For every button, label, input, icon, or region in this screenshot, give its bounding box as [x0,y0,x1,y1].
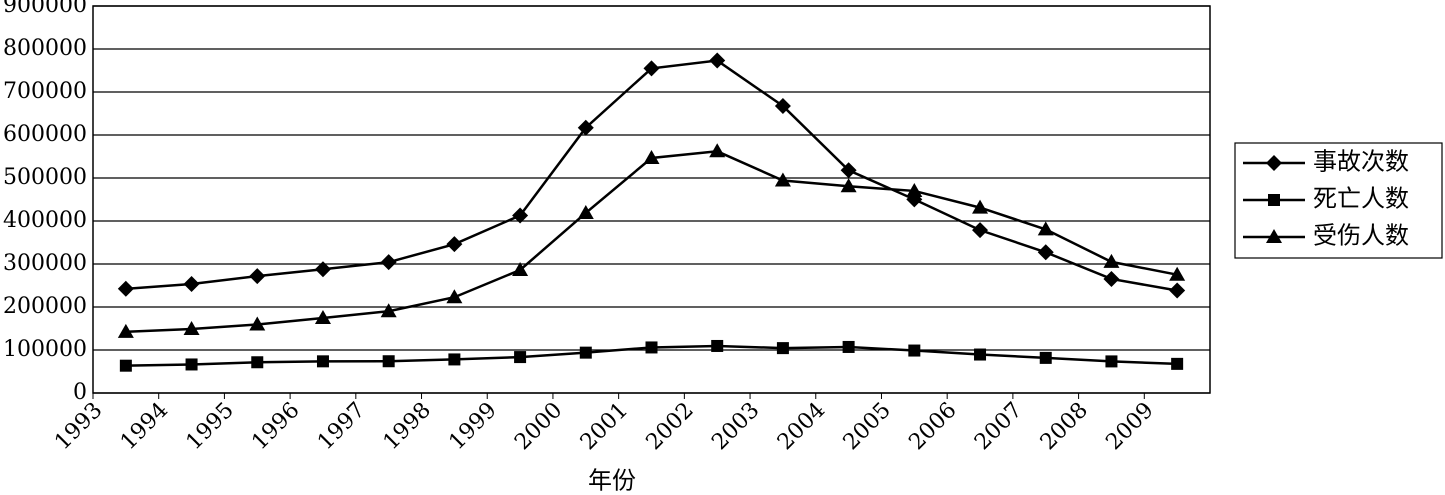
x-tick-label: 2006 [904,398,961,455]
x-tick-label: 1997 [313,398,370,455]
data-point [380,254,397,271]
x-tick-label: 1995 [182,398,239,455]
y-tick-label: 900000 [3,0,87,18]
x-tick-label: 2007 [970,398,1027,455]
legend-label: 事故次数 [1313,148,1409,176]
y-tick-label: 300000 [3,251,87,276]
data-point [316,355,329,368]
data-point [183,321,200,336]
data-point [1105,355,1118,368]
x-tick-label: 1998 [379,398,436,455]
data-point [446,236,463,253]
data-point [840,162,857,179]
data-point [249,316,266,331]
data-point [774,97,791,114]
data-point [711,339,724,352]
y-tick-label: 0 [73,380,87,405]
y-tick-label: 600000 [3,122,87,147]
data-point [840,178,857,193]
data-point [1169,282,1186,299]
data-point [577,204,594,219]
y-tick-label: 700000 [3,79,87,104]
data-point [251,356,264,369]
data-point [119,359,132,372]
data-point [1103,253,1120,268]
data-point [1037,244,1054,261]
x-tick-label: 2002 [642,398,699,455]
x-tick-label: 2008 [1036,398,1093,455]
data-point [185,358,198,371]
x-tick-label: 2003 [707,398,764,455]
x-tick-label: 2001 [576,398,633,455]
data-point [972,199,989,214]
x-tick-label: 1996 [247,398,304,455]
data-point [183,275,200,292]
data-point [1103,270,1120,287]
data-point [776,342,789,355]
data-point [117,323,134,338]
data-point [382,355,395,368]
data-point [842,340,855,353]
data-point [514,351,527,364]
x-tick-label: 2004 [773,398,830,455]
data-point [512,261,529,276]
data-point [314,261,331,278]
data-point [117,280,134,297]
data-point [906,182,923,197]
x-tick-label: 2000 [510,398,567,455]
y-tick-label: 500000 [3,165,87,190]
data-point [908,344,921,357]
y-tick-label: 400000 [3,208,87,233]
legend-marker [1266,229,1282,243]
y-tick-label: 100000 [3,337,87,362]
data-point [645,341,658,354]
data-point [774,172,791,187]
x-tick-label: 2009 [1102,398,1159,455]
data-point [709,143,726,158]
x-tick-label: 2005 [839,398,896,455]
data-point [1039,351,1052,364]
data-point [709,52,726,69]
x-tick-label: 1993 [50,398,107,455]
x-tick-label: 1999 [444,398,501,455]
legend-label: 受伤人数 [1313,222,1409,250]
legend-marker [1266,155,1282,171]
data-point [974,348,987,361]
data-point [512,207,529,224]
x-tick-label: 1994 [116,398,173,455]
data-point [448,353,461,366]
series-line [125,59,1178,292]
data-point [380,303,397,318]
data-point [1037,221,1054,236]
legend-label: 死亡人数 [1313,185,1409,213]
legend-marker [1268,194,1280,206]
y-tick-label: 200000 [3,294,87,319]
x-axis-label: 年份 [588,467,636,495]
data-point [249,268,266,285]
data-point [577,119,594,136]
data-point [446,289,463,304]
data-point [579,346,592,359]
data-point [972,222,989,239]
data-point [1171,357,1184,370]
data-point [643,60,660,77]
data-point [1169,266,1186,281]
y-tick-label: 800000 [3,36,87,61]
data-point [643,150,660,165]
data-point [314,309,331,324]
